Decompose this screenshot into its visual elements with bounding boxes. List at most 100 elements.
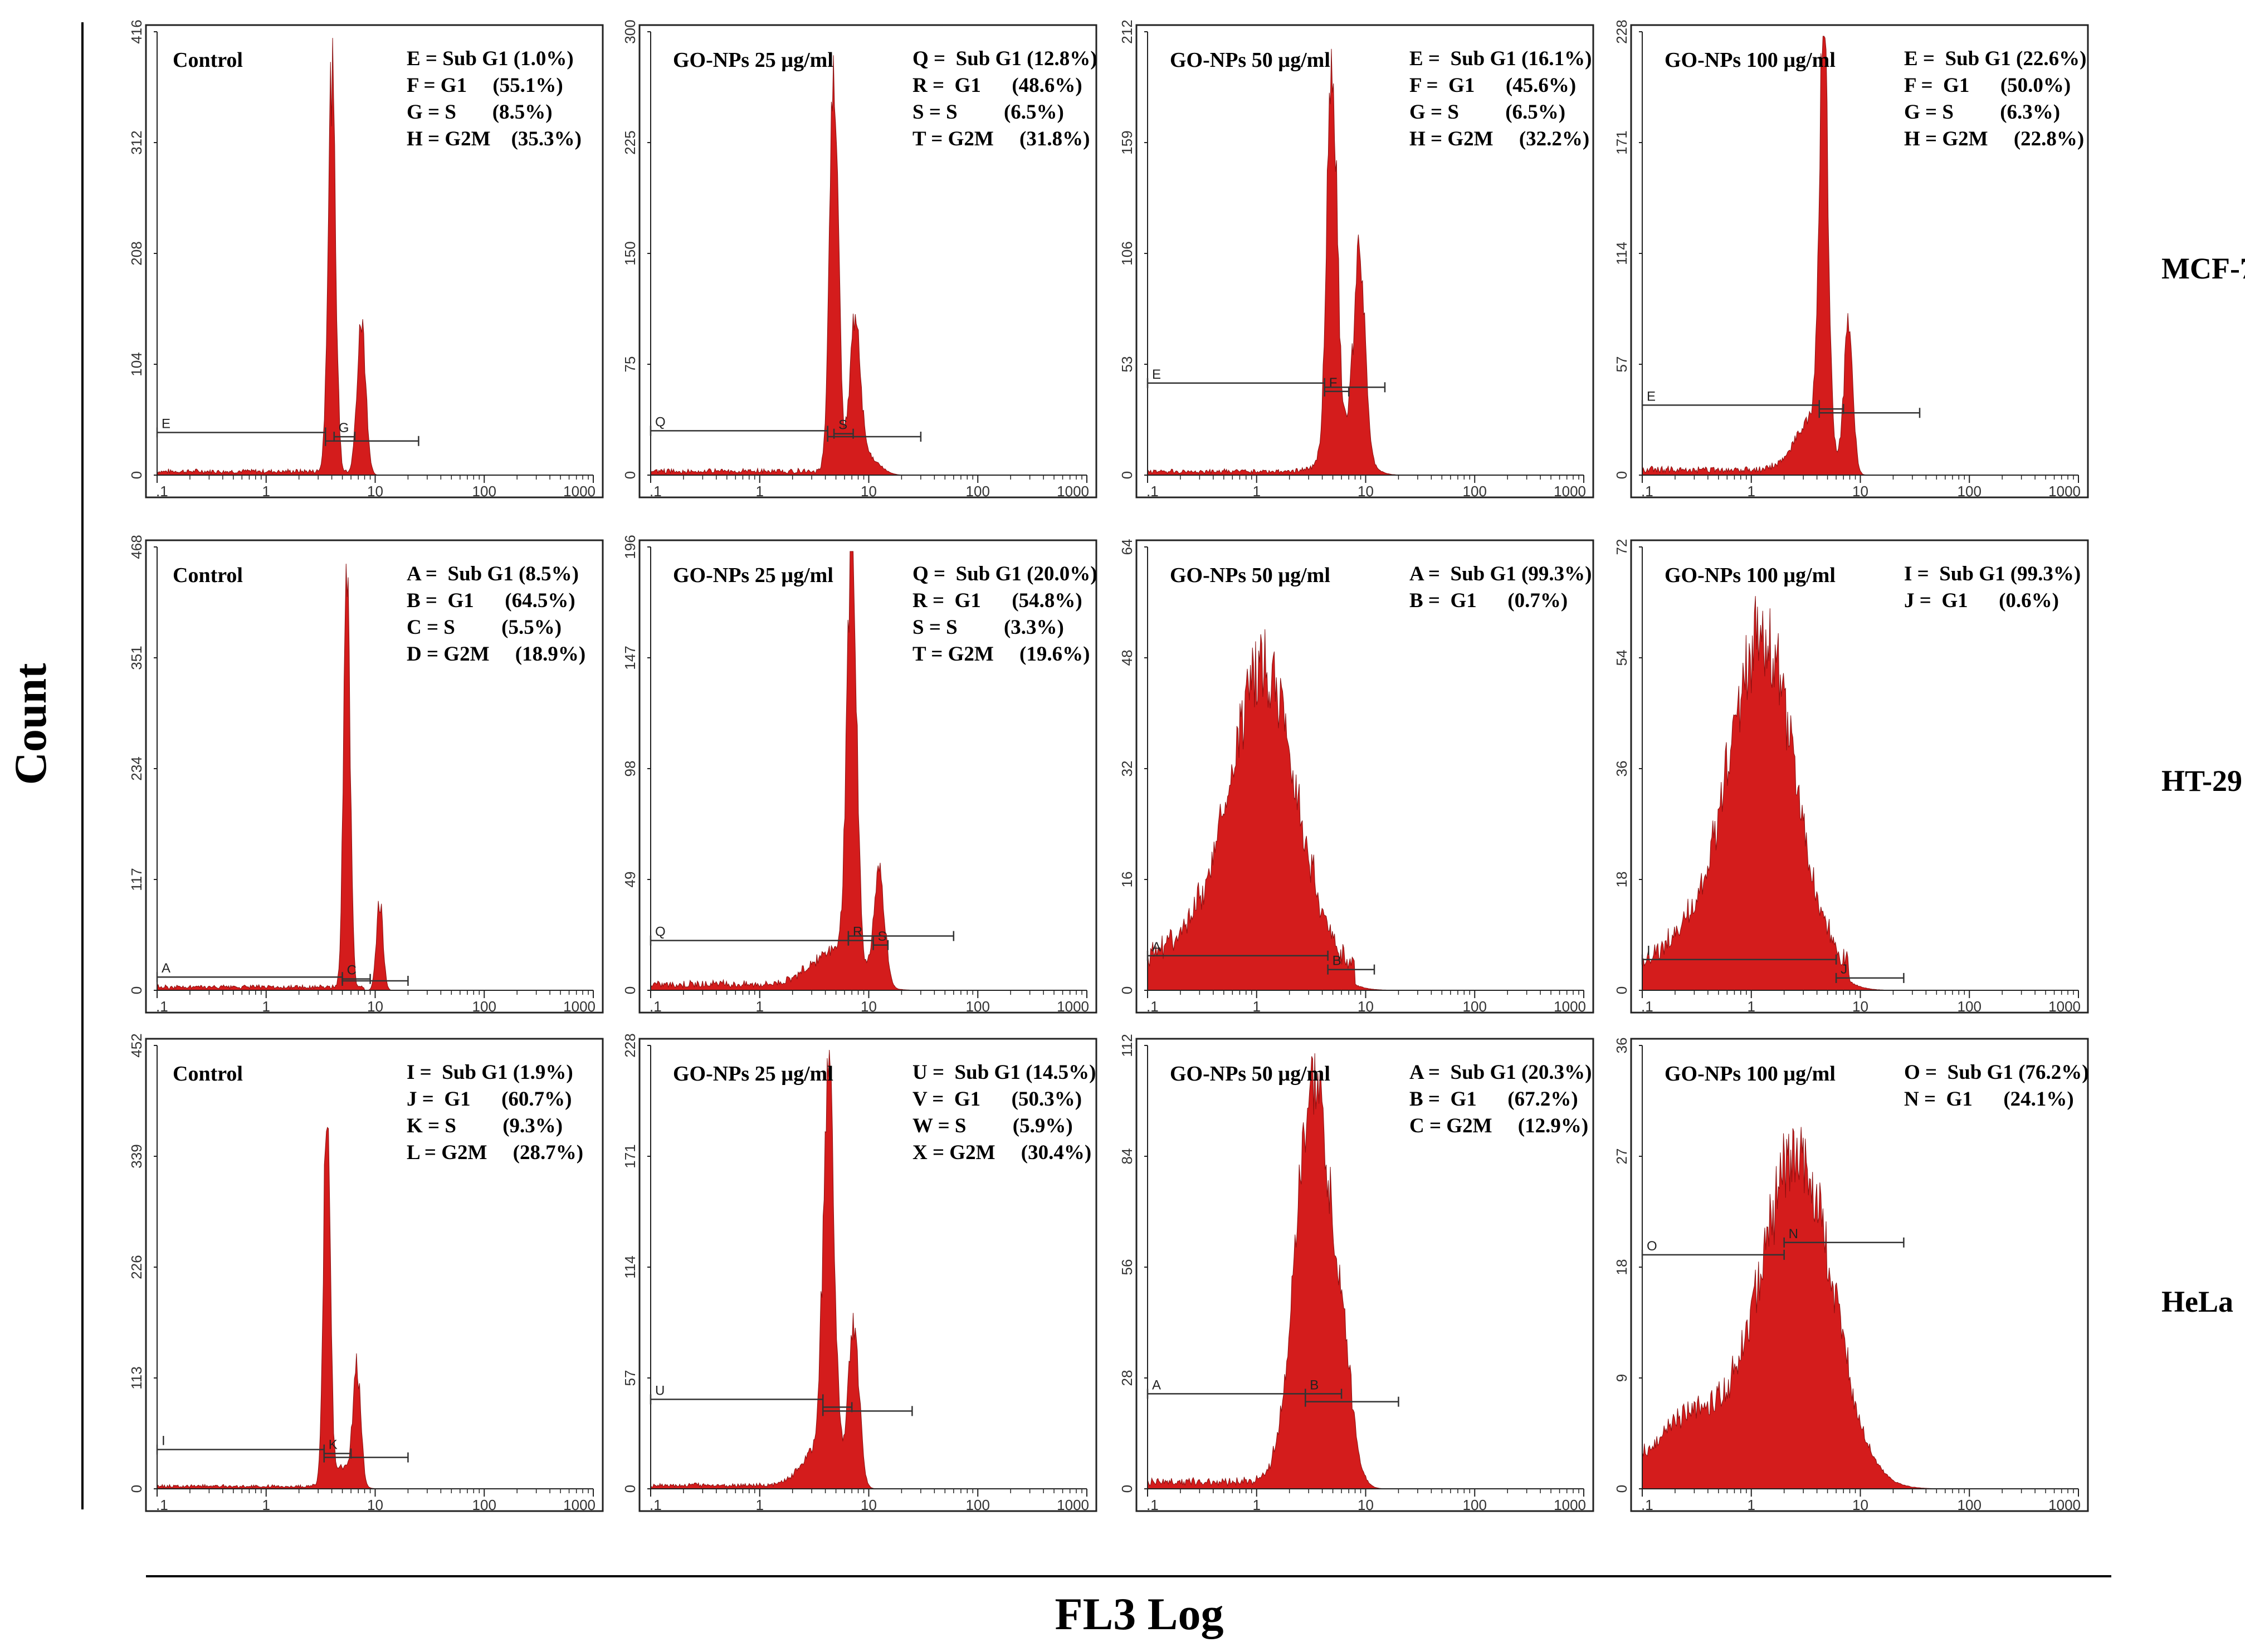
x-tick-label: 100 (1463, 1497, 1487, 1513)
y-tick-label: 225 (622, 130, 638, 154)
x-tick-label: 100 (472, 483, 496, 500)
x-tick-label: 1 (1748, 998, 1755, 1015)
panel-title: GO-NPs 100 µg/ml (1665, 1062, 1836, 1086)
x-tick-label: 1000 (1554, 1497, 1586, 1513)
y-tick-label: 0 (1613, 471, 1630, 479)
chart-panel: 0 117 234 351 468 .1 1 10 100 1000 A C Control A = Su… (128, 535, 604, 1015)
phase-annotation: U = Sub G1 (14.5%) (912, 1061, 1096, 1084)
phase-annotation: T = G2M (19.6%) (912, 643, 1090, 666)
chart-panel: 0 9 18 27 36 .1 1 10 100 1000 O N GO-NPs 100 µg/ml O … (1613, 1038, 2089, 1513)
panel-frame (638, 24, 1097, 498)
phase-annotation: E = Sub G1 (16.1%) (1409, 47, 1592, 70)
phase-annotation: J = G1 (60.7%) (407, 1088, 572, 1111)
y-tick-label: 9 (1613, 1374, 1630, 1382)
x-tick-label: 10 (861, 483, 877, 500)
x-tick-label: 1000 (2048, 483, 2081, 500)
gate-label: E (1152, 367, 1161, 382)
y-tick-label: 56 (1119, 1259, 1135, 1275)
x-tick-label: 1000 (2048, 1497, 2081, 1513)
x-tick-label: .1 (1146, 483, 1159, 500)
y-tick-label: 0 (1613, 986, 1630, 994)
x-tick-label: 1 (262, 998, 270, 1015)
x-tick-label: 10 (1852, 998, 1868, 1015)
x-tick-label: 10 (1852, 483, 1868, 500)
phase-annotation: R = G1 (48.6%) (912, 74, 1082, 97)
y-tick-label: 208 (128, 241, 145, 265)
x-tick-label: .1 (1146, 998, 1159, 1015)
y-tick-label: 468 (128, 535, 145, 559)
chart-panel: 0 18 36 54 72 .1 1 10 100 1000 I J GO-NPs 100 µg/ml I… (1613, 539, 2089, 1015)
x-tick-label: 10 (861, 1497, 877, 1513)
y-tick-label: 114 (1613, 242, 1630, 265)
panel-frame (1630, 24, 2089, 498)
gate-label: B (1310, 1377, 1319, 1392)
x-tick-label: 100 (966, 483, 990, 500)
y-tick-label: 228 (1613, 19, 1630, 43)
panel-title: Control (173, 1062, 243, 1086)
panel-title: Control (173, 48, 243, 72)
y-tick-label: 84 (1119, 1148, 1135, 1165)
gate-label: S (838, 418, 847, 433)
panel-frame (1135, 1038, 1594, 1512)
phase-annotation: W = S (5.9%) (912, 1115, 1073, 1137)
x-tick-label: 10 (367, 483, 383, 500)
phase-annotation: C = S (5.5%) (407, 616, 562, 639)
gate-label: E (1647, 389, 1656, 404)
x-tick-label: 1 (262, 483, 270, 500)
panel-title: GO-NPs 100 µg/ml (1665, 564, 1836, 587)
gate-label: B (1333, 954, 1341, 969)
x-tick-label: 10 (1358, 998, 1374, 1015)
gate-label: Q (655, 414, 666, 429)
phase-annotation: H = G2M (32.2%) (1409, 128, 1589, 150)
y-tick-label: 53 (1119, 356, 1135, 373)
y-tick-label: 28 (1119, 1370, 1135, 1386)
y-tick-label: 0 (1119, 986, 1135, 994)
panel-frame (1630, 539, 2089, 1014)
panel-frame (638, 539, 1097, 1014)
panel-frame (145, 1038, 604, 1512)
phase-annotation: A = Sub G1 (8.5%) (407, 563, 579, 585)
phase-annotation: A = Sub G1 (99.3%) (1409, 563, 1592, 585)
y-tick-label: 104 (128, 352, 145, 376)
panel-frame (638, 1038, 1097, 1512)
gate-label: G (339, 421, 349, 436)
phase-annotation: V = G1 (50.3%) (912, 1088, 1082, 1111)
y-tick-label: 300 (622, 19, 638, 43)
y-tick-label: 48 (1119, 650, 1135, 666)
panel-frame (1135, 539, 1594, 1014)
y-axis-title: Count (5, 663, 56, 785)
y-tick-label: 416 (128, 19, 145, 43)
x-tick-label: 1000 (2048, 998, 2081, 1015)
x-tick-label: 1 (756, 1497, 764, 1513)
gate-label: Q (655, 925, 666, 940)
x-tick-label: 100 (966, 998, 990, 1015)
row-label-mcf7: MCF-7 (2161, 252, 2245, 285)
x-tick-label: 1 (756, 998, 764, 1015)
histogram-area (1642, 596, 2078, 991)
gate-label: K (329, 1438, 338, 1453)
phase-annotation: Q = Sub G1 (20.0%) (912, 563, 1097, 585)
y-tick-label: 0 (622, 471, 638, 479)
y-tick-label: 64 (1119, 539, 1135, 555)
x-tick-label: 1000 (563, 1497, 596, 1513)
x-tick-label: 10 (1358, 483, 1374, 500)
gate-label: C (347, 963, 357, 978)
phase-annotation: Q = Sub G1 (12.8%) (912, 47, 1097, 70)
x-tick-label: 1 (1748, 1497, 1755, 1513)
x-tick-label: .1 (650, 483, 662, 500)
phase-annotation: D = G2M (18.9%) (407, 643, 585, 666)
x-tick-label: 10 (367, 1497, 383, 1513)
phase-annotation: H = G2M (35.3%) (407, 128, 582, 150)
gate-label: U (655, 1383, 665, 1398)
chart-panel: 0 57 114 171 228 .1 1 10 100 1000 E GO-NPs 100 µg/m… (1613, 19, 2089, 500)
panel-title: GO-NPs 50 µg/ml (1170, 1062, 1330, 1086)
y-tick-label: 452 (128, 1033, 145, 1057)
phase-annotation: S = S (3.3%) (912, 616, 1064, 639)
x-tick-label: .1 (1641, 1497, 1653, 1513)
panel-frame (145, 24, 604, 498)
phase-annotation: G = S (8.5%) (407, 101, 553, 124)
panel-frame (145, 539, 604, 1014)
y-tick-label: 16 (1119, 872, 1135, 888)
y-tick-label: 114 (622, 1255, 638, 1278)
